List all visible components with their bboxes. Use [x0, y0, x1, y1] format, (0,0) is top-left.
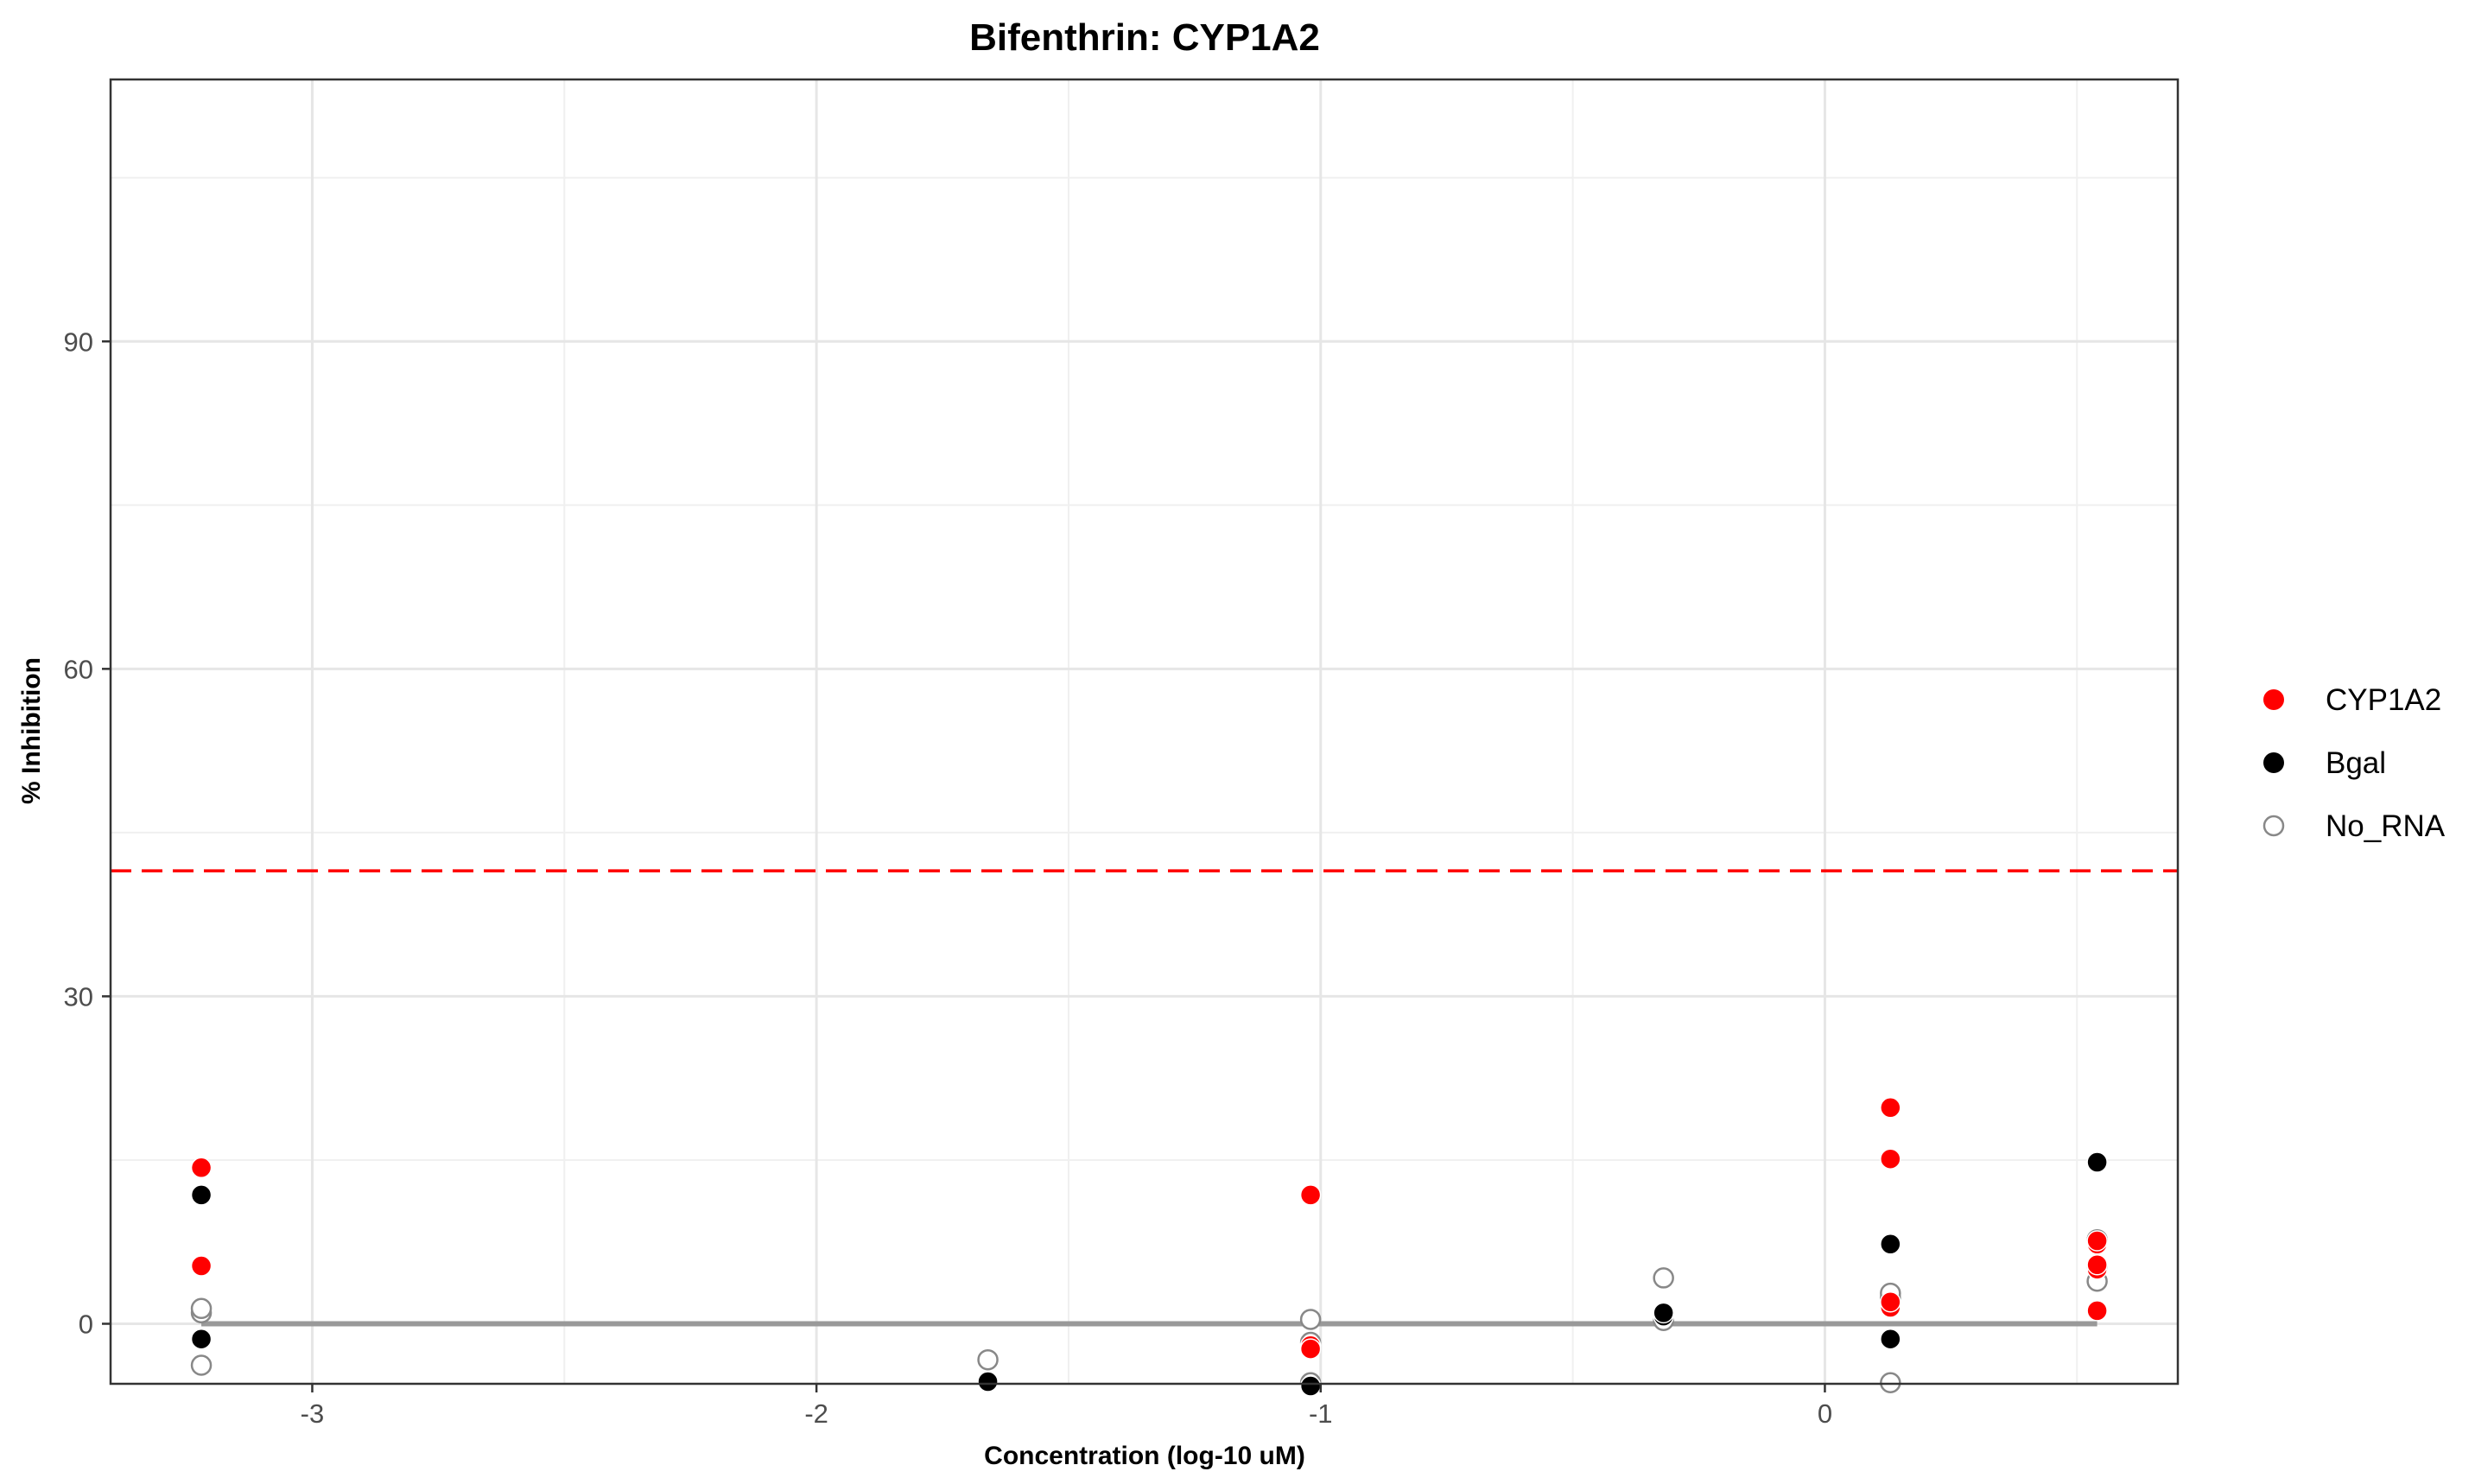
- point-bgal: [190, 1328, 213, 1350]
- point-bgal: [2086, 1151, 2108, 1173]
- y-axis-title: % Inhibition: [17, 657, 46, 804]
- y-tick-label: 30: [64, 981, 93, 1012]
- legend-label: No_RNA: [2326, 809, 2446, 843]
- point-no-rna: [977, 1348, 999, 1371]
- x-tick-label: -1: [1309, 1398, 1333, 1429]
- point-bgal: [1299, 1375, 1322, 1397]
- legend-key-cyp1a2: [2263, 689, 2284, 710]
- point-bgal: [1880, 1328, 1901, 1350]
- legend-label: CYP1A2: [2326, 683, 2441, 717]
- point-no-rna: [1299, 1309, 1322, 1330]
- grid: [111, 79, 2178, 1384]
- point-cyp1a2: [1880, 1097, 1901, 1119]
- legend-key-no-rna: [2262, 815, 2285, 837]
- point-cyp1a2: [2086, 1300, 2108, 1322]
- point-bgal: [977, 1371, 999, 1392]
- point-bgal: [1880, 1233, 1901, 1255]
- point-no-rna: [1880, 1372, 1901, 1393]
- y-axis: 0 30 60 90: [64, 327, 111, 1340]
- x-axis-title: Concentration (log-10 uM): [984, 1442, 1305, 1470]
- point-bgal: [190, 1184, 213, 1206]
- point-bgal: [1653, 1302, 1674, 1324]
- panel-border: [109, 78, 2180, 1386]
- x-tick-label: -3: [301, 1398, 325, 1429]
- legend-key-bgal: [2263, 752, 2284, 773]
- point-cyp1a2: [1880, 1291, 1901, 1313]
- x-tick-label: 0: [1818, 1398, 1832, 1429]
- point-no-rna: [190, 1297, 213, 1320]
- point-cyp1a2: [2086, 1254, 2108, 1276]
- legend: CYP1A2 Bgal No_RNA: [2262, 683, 2446, 843]
- point-cyp1a2: [190, 1255, 213, 1277]
- point-cyp1a2: [1880, 1148, 1901, 1170]
- point-cyp1a2: [2086, 1230, 2108, 1252]
- legend-label: Bgal: [2326, 746, 2386, 780]
- point-cyp1a2: [1299, 1338, 1322, 1360]
- point-cyp1a2: [1299, 1184, 1322, 1206]
- chart-title: Bifenthrin: CYP1A2: [969, 16, 1320, 59]
- data-points: [190, 1097, 2108, 1397]
- reference-lines: [111, 869, 2178, 1327]
- point-cyp1a2: [190, 1157, 213, 1179]
- x-tick-label: -2: [804, 1398, 828, 1429]
- y-tick-label: 90: [64, 327, 93, 357]
- x-axis: -3 -2 -1 0: [301, 1384, 1832, 1429]
- y-tick-label: 60: [64, 654, 93, 684]
- point-no-rna: [1653, 1267, 1674, 1289]
- point-no-rna: [190, 1354, 213, 1376]
- y-tick-label: 0: [79, 1310, 93, 1340]
